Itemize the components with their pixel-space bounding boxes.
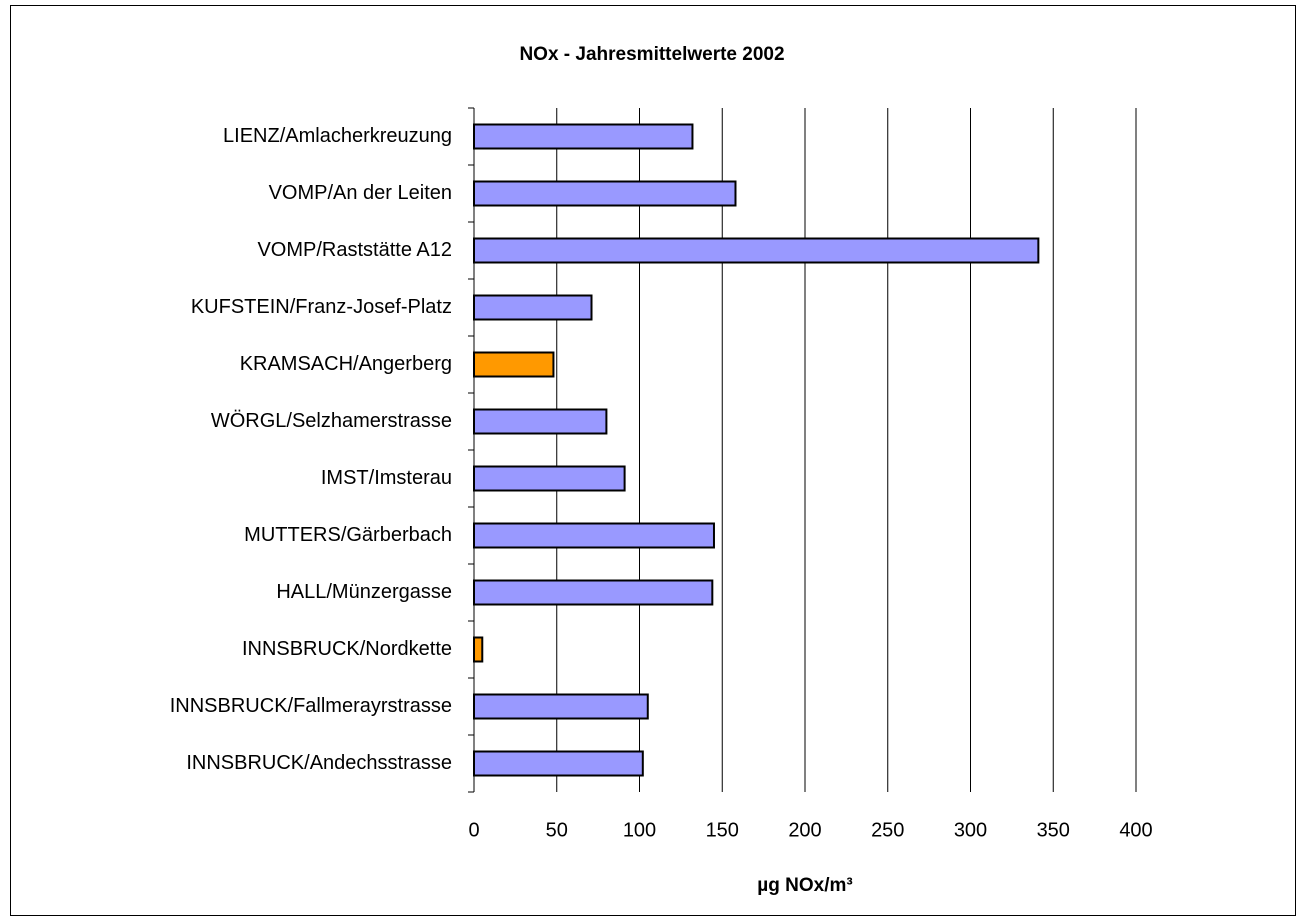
- bar: [473, 693, 649, 720]
- bar: [473, 636, 484, 663]
- bar: [473, 522, 715, 549]
- y-tick-label: HALL/Münzergasse: [276, 581, 452, 603]
- y-tick-label: INNSBRUCK/Andechsstrasse: [186, 752, 452, 774]
- y-tick-label: VOMP/An der Leiten: [269, 182, 452, 204]
- bar: [473, 237, 1040, 264]
- y-tick-label: WÖRGL/Selzhamerstrasse: [211, 410, 452, 432]
- bar: [473, 351, 555, 378]
- bar: [473, 123, 694, 150]
- x-axis-title: µg NOx/m³: [757, 875, 852, 896]
- chart-title: NOx - Jahresmittelwerte 2002: [519, 44, 784, 65]
- y-tick-label: INNSBRUCK/Nordkette: [242, 638, 452, 660]
- y-tick-label: IMST/Imsterau: [321, 467, 452, 489]
- bar: [473, 465, 626, 492]
- x-tick-label: 50: [546, 819, 568, 841]
- chart-border: [10, 5, 1296, 916]
- x-tick-label: 200: [788, 819, 821, 841]
- bar: [473, 180, 737, 207]
- y-tick-label: LIENZ/Amlacherkreuzung: [223, 125, 452, 147]
- x-tick-label: 400: [1119, 819, 1152, 841]
- x-tick-label: 350: [1037, 819, 1070, 841]
- y-tick-label: INNSBRUCK/Fallmerayrstrasse: [170, 695, 452, 717]
- x-tick-label: 250: [871, 819, 904, 841]
- y-tick-label: KUFSTEIN/Franz-Josef-Platz: [191, 296, 452, 318]
- bar: [473, 579, 714, 606]
- bar: [473, 294, 593, 321]
- x-tick-label: 0: [468, 819, 479, 841]
- y-tick-label: MUTTERS/Gärberbach: [244, 524, 452, 546]
- y-tick-label: VOMP/Raststätte A12: [257, 239, 452, 261]
- y-tick-label: KRAMSACH/Angerberg: [240, 353, 452, 375]
- x-tick-label: 100: [623, 819, 656, 841]
- x-tick-label: 150: [706, 819, 739, 841]
- bar: [473, 750, 644, 777]
- x-tick-label: 300: [954, 819, 987, 841]
- bar: [473, 408, 608, 435]
